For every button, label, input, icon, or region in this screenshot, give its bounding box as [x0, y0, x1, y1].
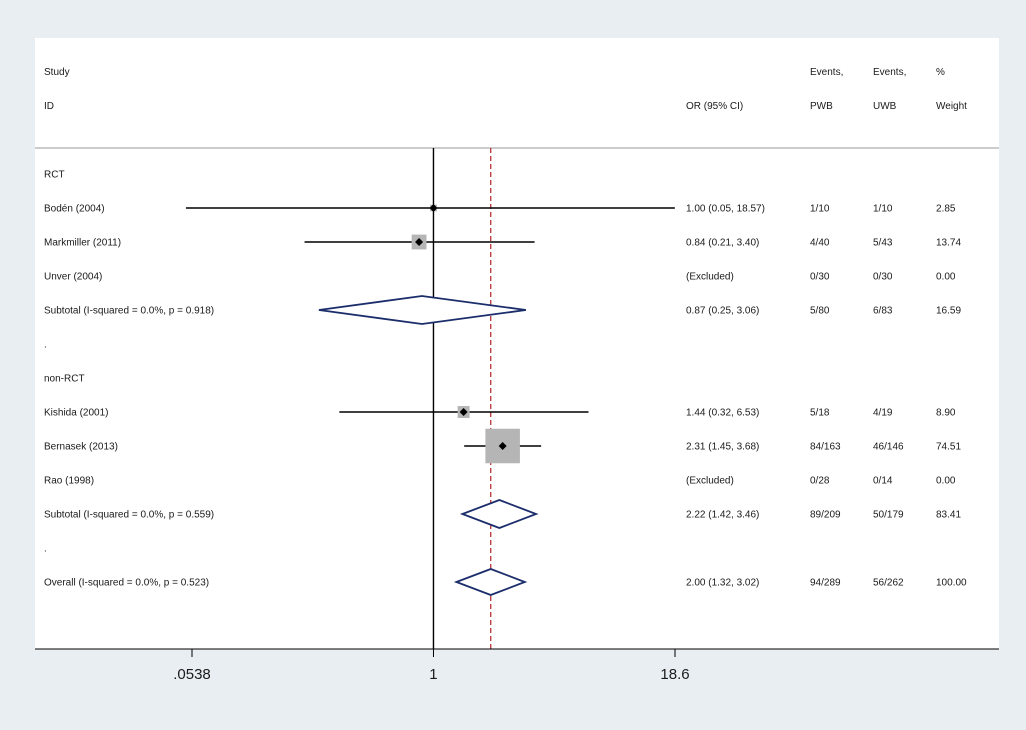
or-ci-subtotal-i-squared-0-0-p-0-559: 2.22 (1.42, 3.46)	[686, 510, 759, 521]
events-pwb-bod-n-2004: 1/10	[810, 204, 830, 215]
weight-subtotal-i-squared-0-0-p-0-559: 83.41	[936, 510, 961, 521]
header-events-pwb-1: Events,	[810, 67, 843, 78]
events-uwb-kishida-2001: 4/19	[873, 408, 893, 419]
events-pwb-bernasek-2013: 84/163	[810, 442, 841, 453]
events-pwb-subtotal-i-squared-0-0-p-0-559: 89/209	[810, 510, 841, 521]
row-label-bernasek-2013: Bernasek (2013)	[44, 442, 118, 453]
plot-panel	[35, 38, 999, 649]
plot-marks: RCT Bodén (2004) 1.00 (0.05, 18.57) 1/10 1/1…	[44, 148, 967, 649]
row-label-markmiller-2011: Markmiller (2011)	[44, 238, 121, 249]
subtotal-diamond-subtotal-i-squared-0-0-p-0-918	[318, 295, 527, 325]
row-label-rao-1998: Rao (1998)	[44, 476, 94, 487]
row-label-subtotal-i-squared-0-0-p-0-918: Subtotal (I-squared = 0.0%, p = 0.918)	[44, 306, 214, 317]
or-ci-rao-1998: (Excluded)	[686, 476, 734, 487]
header-weight-1: %	[936, 67, 945, 78]
or-ci-subtotal-i-squared-0-0-p-0-918: 0.87 (0.25, 3.06)	[686, 306, 759, 317]
row-label-row-11: .	[44, 544, 47, 555]
row-label-kishida-2001: Kishida (2001)	[44, 408, 108, 419]
weight-bod-n-2004: 2.85	[936, 204, 956, 215]
events-pwb-overall-i-squared-0-0-p-0-523: 94/289	[810, 578, 841, 589]
weight-overall-i-squared-0-0-p-0-523: 100.00	[936, 578, 967, 589]
header-or-ci: OR (95% CI)	[686, 101, 743, 112]
events-uwb-unver-2004: 0/30	[873, 272, 893, 283]
header-id: ID	[44, 101, 54, 112]
events-pwb-kishida-2001: 5/18	[810, 408, 830, 419]
point-estimate-bod-n-2004	[429, 204, 438, 212]
events-pwb-unver-2004: 0/30	[810, 272, 830, 283]
events-uwb-rao-1998: 0/14	[873, 476, 893, 487]
row-label-unver-2004: Unver (2004)	[44, 272, 102, 283]
x-tick-label-1: 1	[429, 666, 437, 683]
header-weight-2: Weight	[936, 101, 967, 112]
or-ci-markmiller-2011: 0.84 (0.21, 3.40)	[686, 238, 759, 249]
header-events-pwb-2: PWB	[810, 101, 833, 112]
events-pwb-markmiller-2011: 4/40	[810, 238, 830, 249]
point-estimate-markmiller-2011	[415, 238, 424, 246]
overall-diamond	[453, 568, 528, 596]
weight-bernasek-2013: 74.51	[936, 442, 961, 453]
row-label-bod-n-2004: Bodén (2004)	[44, 204, 105, 215]
or-ci-kishida-2001: 1.44 (0.32, 6.53)	[686, 408, 759, 419]
events-uwb-subtotal-i-squared-0-0-p-0-559: 50/179	[873, 510, 904, 521]
row-label-rct: RCT	[44, 170, 65, 181]
point-estimate-kishida-2001	[459, 408, 468, 416]
or-ci-bod-n-2004: 1.00 (0.05, 18.57)	[686, 204, 765, 215]
events-uwb-overall-i-squared-0-0-p-0-523: 56/262	[873, 578, 904, 589]
events-uwb-subtotal-i-squared-0-0-p-0-918: 6/83	[873, 306, 893, 317]
events-uwb-markmiller-2011: 5/43	[873, 238, 893, 249]
x-axis-ticks: .0538 1 18.6	[173, 649, 690, 683]
or-ci-bernasek-2013: 2.31 (1.45, 3.68)	[686, 442, 759, 453]
row-label-non-rct: non-RCT	[44, 374, 85, 385]
weight-kishida-2001: 8.90	[936, 408, 956, 419]
events-uwb-bod-n-2004: 1/10	[873, 204, 893, 215]
weight-unver-2004: 0.00	[936, 272, 956, 283]
row-label-subtotal-i-squared-0-0-p-0-559: Subtotal (I-squared = 0.0%, p = 0.559)	[44, 510, 214, 521]
x-tick-label-0: .0538	[173, 666, 211, 683]
header-events-uwb-2: UWB	[873, 101, 897, 112]
subtotal-diamond-subtotal-i-squared-0-0-p-0-559	[459, 499, 539, 529]
row-label-row-5: .	[44, 340, 47, 351]
events-pwb-subtotal-i-squared-0-0-p-0-918: 5/80	[810, 306, 830, 317]
weight-rao-1998: 0.00	[936, 476, 956, 487]
header-events-uwb-1: Events,	[873, 67, 906, 78]
header-study: Study	[44, 67, 70, 78]
or-ci-unver-2004: (Excluded)	[686, 272, 734, 283]
or-ci-overall-i-squared-0-0-p-0-523: 2.00 (1.32, 3.02)	[686, 578, 759, 589]
x-tick-label-2: 18.6	[660, 666, 689, 683]
events-pwb-rao-1998: 0/28	[810, 476, 830, 487]
weight-subtotal-i-squared-0-0-p-0-918: 16.59	[936, 306, 961, 317]
row-label-overall-i-squared-0-0-p-0-523: Overall (I-squared = 0.0%, p = 0.523)	[44, 578, 209, 589]
point-estimate-bernasek-2013	[498, 442, 507, 450]
events-uwb-bernasek-2013: 46/146	[873, 442, 904, 453]
weight-markmiller-2011: 13.74	[936, 238, 961, 249]
